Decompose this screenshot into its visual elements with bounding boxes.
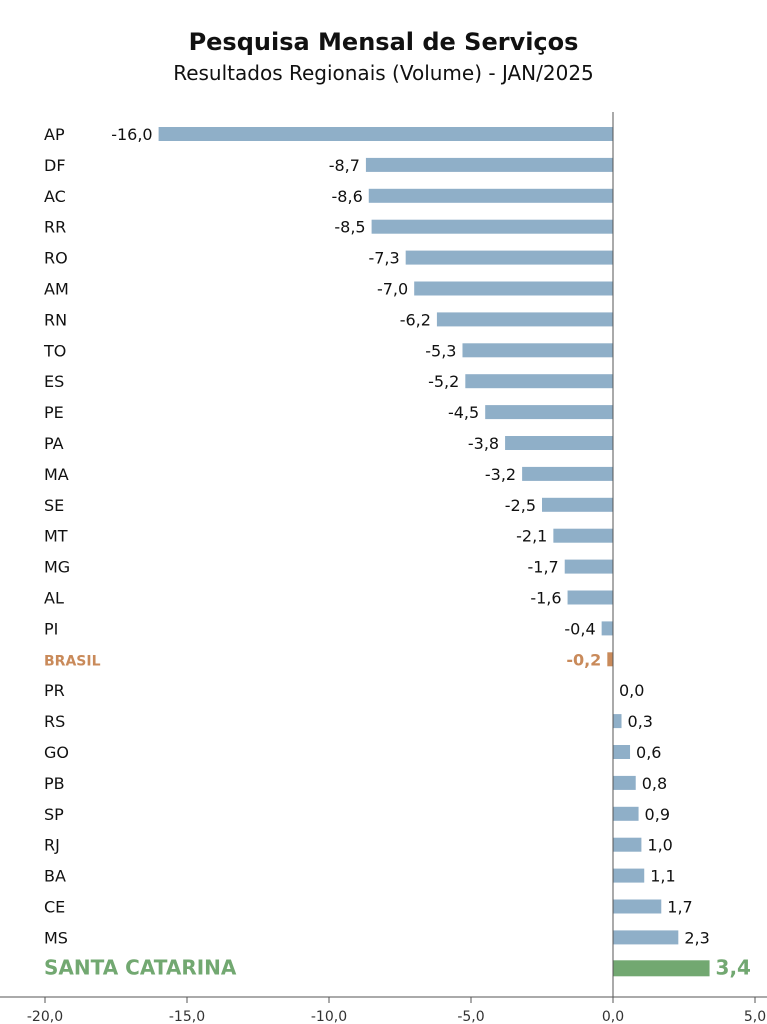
category-label: SE <box>44 496 64 515</box>
bar <box>613 837 642 852</box>
value-label: 1,0 <box>647 836 672 855</box>
category-label: RR <box>44 218 66 237</box>
bar <box>158 127 613 141</box>
bar <box>613 899 662 914</box>
category-label: PA <box>44 434 64 453</box>
value-label: 0,6 <box>636 743 661 762</box>
value-label: -16,0 <box>111 125 152 144</box>
category-label: BA <box>44 867 66 886</box>
category-label: PR <box>44 681 65 700</box>
x-tick-label: -5,0 <box>457 1009 484 1024</box>
category-label: SANTA CATARINA <box>44 955 237 979</box>
value-label: 0,0 <box>619 681 644 700</box>
category-label: AM <box>44 280 69 299</box>
chart-title: Pesquisa Mensal de Serviços <box>188 28 579 56</box>
bar <box>564 559 613 574</box>
value-label: 3,4 <box>716 955 751 979</box>
value-label: -8,7 <box>329 156 360 175</box>
category-label: AL <box>44 589 64 608</box>
bar <box>436 312 613 327</box>
category-label: MT <box>44 527 68 546</box>
category-label: AC <box>44 187 66 206</box>
category-label: AP <box>44 125 65 144</box>
chart-subtitle: Resultados Regionais (Volume) - JAN/2025 <box>173 61 594 85</box>
category-label: RN <box>44 310 67 329</box>
bar <box>613 868 645 883</box>
value-label: 1,7 <box>667 898 692 917</box>
bar <box>613 806 639 821</box>
bar <box>542 497 613 512</box>
bar <box>613 714 622 729</box>
category-label: PB <box>44 774 65 793</box>
bar <box>613 745 631 759</box>
category-label: RJ <box>44 836 60 855</box>
value-label: -6,2 <box>400 310 431 329</box>
value-label: -5,2 <box>428 372 459 391</box>
category-label: BRASIL <box>44 653 101 669</box>
category-label: RO <box>44 249 68 268</box>
value-label: -2,1 <box>516 527 547 546</box>
bar <box>465 374 613 389</box>
bar <box>505 436 613 450</box>
category-label: MS <box>44 928 68 947</box>
value-label: -3,2 <box>485 465 516 484</box>
category-label: MA <box>44 465 69 484</box>
category-label: RS <box>44 712 65 731</box>
x-tick-label: 5,0 <box>744 1009 766 1024</box>
value-label: -1,6 <box>530 589 561 608</box>
category-label: PI <box>44 619 58 638</box>
bar <box>567 590 613 605</box>
category-label: DF <box>44 156 66 175</box>
bar <box>368 188 613 203</box>
value-label: 2,3 <box>684 928 709 947</box>
bar <box>405 250 613 265</box>
bar <box>613 930 679 945</box>
bar <box>613 775 636 790</box>
bar <box>601 621 613 636</box>
x-tick-label: -10,0 <box>311 1009 347 1024</box>
bar <box>485 405 613 420</box>
value-label: -1,7 <box>528 558 559 577</box>
value-label: -0,4 <box>564 619 595 638</box>
value-label: 1,1 <box>650 867 675 886</box>
bar <box>365 157 613 172</box>
category-label: PE <box>44 403 64 422</box>
bar <box>371 219 613 234</box>
bar <box>462 343 613 358</box>
x-tick-label: -20,0 <box>27 1009 63 1024</box>
category-label: TO <box>43 341 66 360</box>
bar <box>522 466 613 481</box>
category-label: GO <box>44 743 69 762</box>
bar <box>607 652 613 667</box>
value-label: -3,8 <box>468 434 499 453</box>
bar <box>613 960 710 977</box>
x-tick-label: -15,0 <box>169 1009 205 1024</box>
value-label: -4,5 <box>448 403 479 422</box>
category-label: CE <box>44 898 65 917</box>
category-label: MG <box>44 558 70 577</box>
x-tick-label: 0,0 <box>602 1009 624 1024</box>
category-label: ES <box>44 372 64 391</box>
value-label: -7,0 <box>377 280 408 299</box>
value-label: -2,5 <box>505 496 536 515</box>
value-label: -5,3 <box>425 341 456 360</box>
bar <box>553 528 613 543</box>
category-label: SP <box>44 805 64 824</box>
value-label: 0,9 <box>645 805 670 824</box>
value-label: 0,8 <box>642 774 667 793</box>
bar <box>414 281 613 296</box>
value-label: -8,5 <box>334 218 365 237</box>
value-label: -7,3 <box>368 249 399 268</box>
value-label: -8,6 <box>332 187 363 206</box>
value-label: -0,2 <box>566 650 601 669</box>
value-label: 0,3 <box>628 712 653 731</box>
